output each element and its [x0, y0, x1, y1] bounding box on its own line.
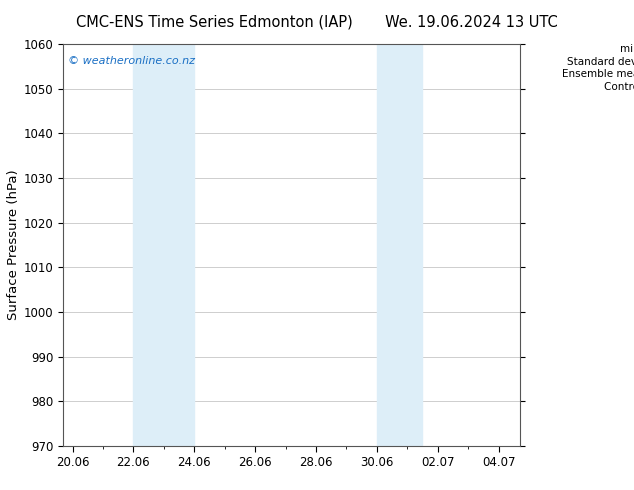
Bar — [377, 44, 422, 446]
Legend: min/max, Standard deviation, Ensemble mean run, Controll run: min/max, Standard deviation, Ensemble me… — [562, 44, 634, 92]
Text: CMC-ENS Time Series Edmonton (IAP)       We. 19.06.2024 13 UTC: CMC-ENS Time Series Edmonton (IAP) We. 1… — [76, 15, 558, 30]
Text: © weatheronline.co.nz: © weatheronline.co.nz — [68, 56, 195, 66]
Bar — [133, 44, 194, 446]
Y-axis label: Surface Pressure (hPa): Surface Pressure (hPa) — [7, 170, 20, 320]
